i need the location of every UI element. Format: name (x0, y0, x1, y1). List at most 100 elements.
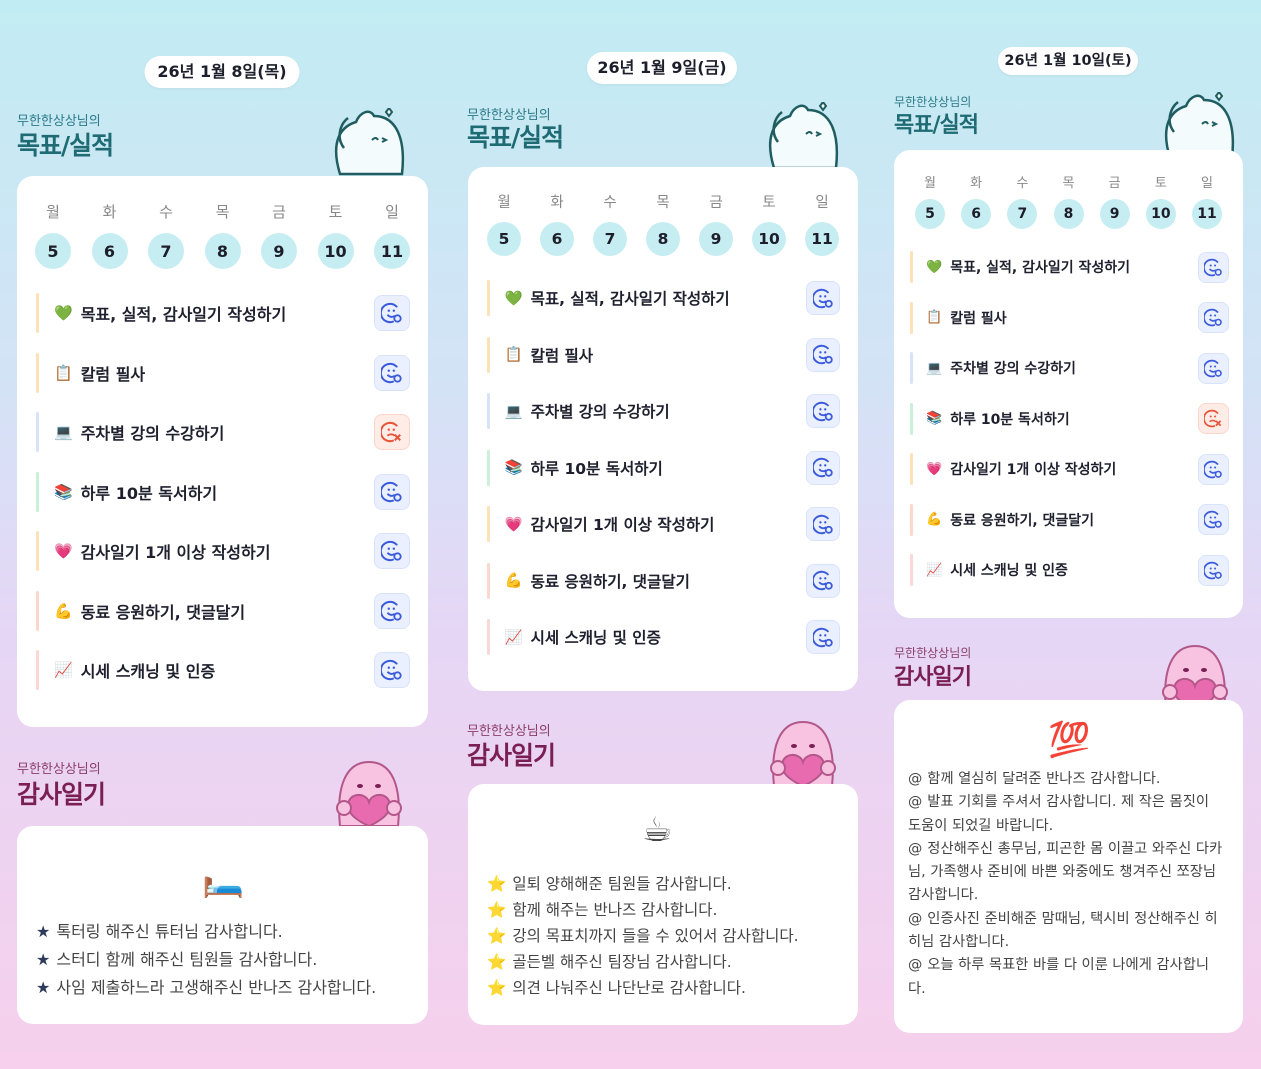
goal-label: 칼럼 필사 (80, 364, 146, 384)
date-circle[interactable]: 9 (1099, 199, 1130, 229)
goal-label: 하루 10분 독서하기 (80, 483, 218, 503)
date-circle[interactable]: 8 (1053, 199, 1084, 229)
goal-status-button[interactable] (374, 354, 410, 391)
goal-status-button[interactable] (374, 414, 410, 450)
date-circle[interactable]: 7 (593, 222, 627, 256)
goal-accent-bar (910, 301, 913, 334)
goal-status-button[interactable] (806, 620, 840, 654)
star-emoji-icon: ⭐ (487, 979, 507, 997)
goal-emoji-icon: 💪 (504, 573, 523, 589)
goal-status-button[interactable] (374, 473, 410, 510)
date-circle[interactable]: 8 (646, 222, 680, 256)
goal-status-button[interactable] (806, 563, 840, 598)
date-circle[interactable]: 11 (374, 233, 410, 269)
date-circle[interactable]: 6 (961, 199, 992, 229)
goal-status-button[interactable] (1198, 504, 1229, 535)
goal-emoji-icon: 💻 (926, 360, 943, 376)
smile-check-icon (812, 627, 834, 648)
date-circle[interactable]: 9 (699, 222, 733, 256)
goal-status-button[interactable] (374, 295, 410, 331)
date-circle[interactable]: 5 (915, 199, 945, 229)
bullet-at-icon: @ (908, 910, 923, 927)
date-circle[interactable]: 10 (317, 233, 354, 269)
gratitude-item: ⭐ 일퇴 양해해준 팀원들 감사합니다. (487, 872, 732, 894)
weekday-label: 목 (656, 195, 670, 211)
goal-status-button[interactable] (1198, 251, 1229, 283)
date-pill: 26년 1월 9일(금) (587, 52, 737, 84)
goal-status-button[interactable] (1198, 554, 1229, 586)
date-circle[interactable]: 5 (487, 222, 521, 256)
goal-status-button[interactable] (806, 394, 840, 428)
goal-accent-bar (910, 402, 913, 435)
date-circle[interactable]: 7 (148, 233, 184, 269)
goal-status-button[interactable] (374, 592, 410, 629)
date-circle[interactable]: 7 (1007, 199, 1038, 229)
goal-row: 💚 목표, 실적, 감사일기 작성하기 (910, 251, 1188, 283)
date-circle[interactable]: 10 (1145, 199, 1176, 229)
star-icon: ★ (36, 922, 51, 941)
goal-status-button[interactable] (1198, 352, 1229, 384)
goal-accent-bar (910, 453, 913, 485)
goal-row: 📋 칼럼 필사 (36, 352, 364, 393)
goal-status-button[interactable] (1198, 403, 1229, 434)
goal-emoji-icon: 📋 (504, 347, 523, 363)
smile-check-icon (1204, 460, 1223, 479)
gratitude-item: ⭐ 의견 나눠주신 나단난로 감사합니다. (487, 976, 746, 998)
goal-status-button[interactable] (1198, 453, 1229, 485)
goal-status-button[interactable] (806, 507, 840, 541)
goal-row: 📈 시세 스캐닝 및 인증 (36, 650, 364, 690)
goals-owner-label: 무한한상상님의 (894, 95, 972, 109)
goal-row: 📈 시세 스캐닝 및 인증 (487, 619, 796, 655)
goals-owner-label: 무한한상상님의 (467, 108, 551, 123)
weekday-label: 일 (1201, 176, 1213, 191)
gratitude-emoji-icon: ☕ (642, 810, 673, 850)
goal-status-button[interactable] (806, 450, 840, 485)
mascot-ghost-image (1156, 90, 1236, 166)
star-emoji-icon: ⭐ (487, 875, 507, 893)
gratitude-emoji-icon: 🛏️ (202, 860, 245, 900)
goal-row: 💻 주차별 강의 수강하기 (487, 393, 796, 429)
date-circle[interactable]: 6 (91, 233, 128, 269)
smile-check-icon (381, 540, 403, 562)
smile-check-icon (812, 570, 834, 591)
goal-label: 칼럼 필사 (530, 346, 593, 365)
bullet-at-icon: @ (908, 794, 923, 811)
mascot-ghost-image (760, 100, 840, 176)
goal-status-button[interactable] (806, 337, 840, 372)
goal-row: 💪 동료 응원하기, 댓글달기 (487, 562, 796, 599)
goal-status-button[interactable] (374, 652, 410, 688)
goals-card: 월 화 수 목 금 토 일 5 6 7 8 9 10 11 (468, 167, 858, 691)
goal-row: 💚 목표, 실적, 감사일기 작성하기 (36, 293, 364, 333)
gratitude-section-title: 감사일기 (467, 741, 556, 770)
goal-accent-bar (910, 251, 913, 283)
date-circle[interactable]: 10 (752, 222, 786, 256)
smile-check-icon (812, 457, 834, 478)
bullet-at-icon: @ (908, 957, 923, 974)
gratitude-section-title: 감사일기 (894, 665, 972, 690)
date-circle[interactable]: 5 (35, 233, 71, 269)
goals-card: 월 화 수 목 금 토 일 5 6 7 8 9 10 11 (17, 176, 428, 727)
goal-accent-bar (487, 393, 490, 429)
smile-check-icon (812, 288, 834, 309)
date-circle[interactable]: 11 (1192, 199, 1222, 229)
star-emoji-icon: ⭐ (487, 901, 507, 919)
gratitude-section-title: 감사일기 (17, 780, 106, 809)
date-circle[interactable]: 6 (540, 222, 574, 256)
goal-emoji-icon: 💗 (504, 516, 523, 533)
goal-status-button[interactable] (374, 533, 410, 569)
goal-status-button[interactable] (806, 281, 840, 315)
date-circle[interactable]: 11 (805, 222, 839, 256)
date-circle[interactable]: 8 (204, 233, 241, 269)
goal-accent-bar (36, 412, 39, 452)
gratitude-text: 오늘 하루 목표한 바를 다 이룬 나에게 감사합니다. (908, 957, 1210, 997)
weekday-label: 금 (272, 203, 286, 221)
date-circle[interactable]: 9 (261, 233, 297, 269)
goal-status-button[interactable] (1198, 302, 1229, 333)
weekday-label: 토 (762, 195, 776, 211)
goal-accent-bar (487, 280, 490, 316)
weekday-label: 화 (102, 203, 117, 221)
goal-row: 📚 하루 10분 독서하기 (910, 402, 1188, 435)
gratitude-text: 발표 기회를 주셔서 감사합니디. 제 작은 몸짓이 도움이 되었길 바랍니다. (908, 794, 1210, 834)
smile-check-icon (1204, 308, 1223, 327)
goal-emoji-icon: 💗 (54, 542, 73, 560)
